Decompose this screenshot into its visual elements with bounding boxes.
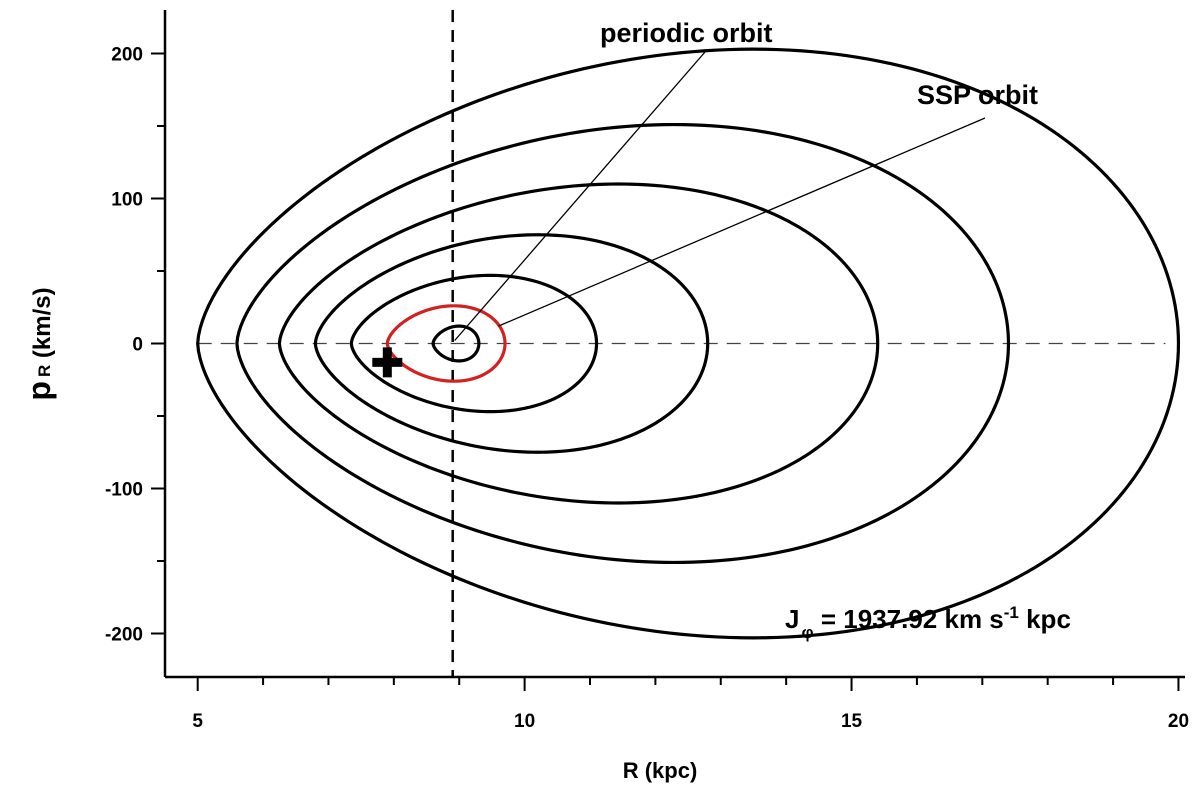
sun-marker-vertical — [382, 347, 392, 378]
annotation-lines — [454, 51, 986, 341]
reference-lines — [197, 10, 1166, 677]
orbit-curve-6 — [196, 47, 1181, 640]
leader-line-periodic-orbit — [454, 51, 706, 341]
ticks — [151, 52, 1180, 691]
x-axis-label: R (kpc) — [623, 758, 698, 783]
y-axis-label-units: (km/s) — [29, 287, 56, 364]
formula-equals-value: = 1937.92 km s — [814, 604, 1004, 634]
ssp-orbit-curve — [385, 304, 507, 383]
orbit-curves — [196, 47, 1181, 640]
y-tick-label: -100 — [105, 480, 143, 501]
leader-line-ssp-orbit — [498, 117, 986, 327]
x-tick-label: 10 — [514, 711, 535, 732]
orbit-curve-2 — [349, 273, 599, 414]
orbit-curve-3 — [313, 233, 710, 454]
x-tick-label: 5 — [192, 711, 203, 732]
annotation-periodic-orbit: periodic orbit — [600, 18, 773, 48]
y-axis-label-main: p — [21, 381, 57, 401]
y-tick-label: -200 — [105, 625, 143, 646]
x-tick-label: 20 — [1168, 711, 1189, 732]
y-tick-label: 0 — [132, 335, 143, 356]
orbit-curve-4 — [277, 182, 880, 505]
markers — [372, 347, 403, 378]
y-tick-label: 200 — [111, 45, 143, 66]
annotation-ssp-orbit: SSP orbit — [917, 80, 1038, 110]
orbit-curve-5 — [235, 122, 1011, 565]
y-axis-label: pR (km/s) — [21, 287, 57, 400]
formula-unit: kpc — [1019, 604, 1071, 634]
y-tick-label: 100 — [111, 190, 143, 211]
y-axis-label-subscript: R — [35, 365, 54, 377]
formula-j-subscript: φ — [801, 623, 813, 642]
tick-labels: 5 10 15 20 200 100 0 -100 -200 — [105, 45, 1189, 733]
formula-j: J — [785, 604, 799, 634]
x-tick-label: 15 — [841, 711, 863, 732]
orbit-curve-1 — [431, 324, 481, 363]
formula-superscript: -1 — [1004, 603, 1019, 622]
